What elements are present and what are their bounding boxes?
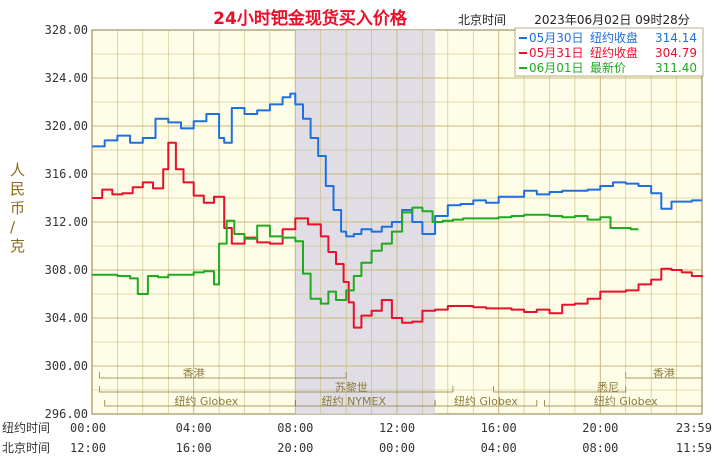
session-label: 苏黎世	[335, 380, 368, 394]
y-tick-label: 316.00	[45, 167, 88, 181]
legend-label: 最新价	[590, 60, 626, 75]
legend-entry: 05月30日 纽约收盘 314.14	[519, 30, 697, 45]
x-row-label-bj: 北京时间	[2, 441, 50, 455]
series-line	[92, 92, 702, 238]
x-tick-label-ny: 20:00	[582, 421, 618, 435]
session-bracket	[493, 386, 627, 393]
session-bracket	[434, 400, 538, 407]
x-tick-label-bj: 00:00	[379, 441, 415, 455]
session-label: 纽约 Globex	[594, 394, 658, 408]
y-tick-label: 320.00	[45, 119, 88, 133]
session-bracket	[544, 400, 703, 407]
y-tick-label: 312.00	[45, 215, 88, 229]
session-label: 香港	[653, 367, 675, 380]
legend-entry: 05月31日 纽约收盘 304.79	[519, 45, 697, 60]
x-tick-label-ny: 12:00	[379, 421, 415, 435]
chart-title: 24小时钯金现货买入价格	[213, 8, 408, 29]
session-bracket	[625, 372, 703, 379]
session-label: 纽约 NYMEX	[322, 394, 387, 408]
x-tick-label-ny: 04:00	[176, 421, 212, 435]
legend-value: 311.40	[655, 61, 697, 75]
x-tick-label-bj: 04:00	[481, 441, 517, 455]
x-row-label-ny: 纽约时间	[2, 420, 50, 435]
legend-value: 314.14	[655, 31, 697, 45]
session-label: 悉尼	[597, 381, 619, 394]
session-label: 纽约 Globex	[174, 394, 238, 408]
legend-box	[514, 27, 704, 77]
legend-label: 纽约收盘	[590, 45, 638, 60]
legend-date: 05月31日	[529, 46, 584, 60]
y-axis-label-char: /	[10, 218, 16, 236]
y-tick-label: 328.00	[45, 23, 88, 37]
y-axis-label-char: 民	[10, 180, 25, 198]
legend-date: 05月30日	[529, 31, 584, 45]
x-tick-label-ny: 00:00	[70, 421, 106, 435]
x-tick-label-bj: 12:00	[70, 441, 106, 455]
session-bar: 苏黎世	[99, 380, 454, 394]
x-tick-label-bj: 08:00	[582, 441, 618, 455]
session-bar: 纽约 Globex	[434, 394, 538, 408]
session-label: 香港	[183, 367, 205, 380]
session-label: 纽约 Globex	[454, 394, 518, 408]
x-tick-label-ny: 16:00	[481, 421, 517, 435]
y-tick-label: 324.00	[45, 71, 88, 85]
x-tick-label-bj: 16:00	[176, 441, 212, 455]
y-axis-label-char: 克	[10, 237, 25, 255]
legend-label: 纽约收盘	[590, 30, 638, 45]
y-tick-labels: 328.00 324.00 320.00 316.00 312.00 308.00 304.…	[45, 23, 88, 421]
session-bar: 纽约 Globex	[544, 394, 703, 408]
timezone-label: 北京时间	[458, 13, 506, 27]
session-bar: 香港	[99, 367, 347, 380]
session-bracket	[99, 386, 454, 393]
series-layer	[92, 92, 703, 329]
series-line	[92, 141, 703, 329]
session-bracket	[99, 372, 347, 379]
y-axis-label-char: 人	[10, 161, 25, 179]
session-bar: 香港	[625, 367, 703, 380]
y-tick-label: 300.00	[45, 359, 88, 373]
y-tick-label: 304.00	[45, 311, 88, 325]
x-tick-label-ny: 23:59	[676, 421, 712, 435]
legend-value: 304.79	[655, 46, 697, 60]
y-axis-label: 人 民 币 / 克	[10, 161, 25, 255]
x-tick-label-bj: 20:00	[277, 441, 313, 455]
y-axis-label-char: 币	[10, 199, 25, 217]
session-bar: 悉尼	[493, 381, 627, 394]
legend-entry: 06月01日 最新价 311.40	[519, 60, 697, 75]
legend-date: 06月01日	[529, 61, 584, 75]
y-tick-label: 296.00	[45, 407, 88, 421]
x-tick-label-ny: 08:00	[277, 421, 313, 435]
datetime-label: 2023年06月02日 09时28分	[534, 13, 689, 27]
y-tick-label: 308.00	[45, 263, 88, 277]
series-line	[92, 206, 639, 305]
x-tick-label-bj: 11:59	[676, 441, 712, 455]
